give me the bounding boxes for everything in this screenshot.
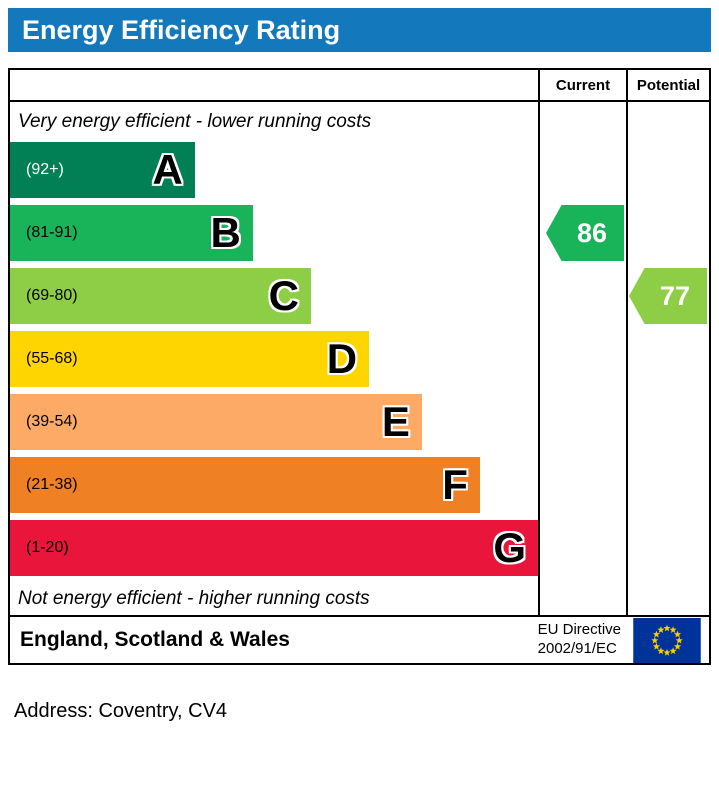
current-rating-arrow: 86 <box>546 205 624 261</box>
band-a: (92+) A <box>10 142 538 205</box>
band-e: (39-54) E <box>10 394 538 457</box>
band-bar: (1-20) G <box>10 520 538 576</box>
eu-directive-line1: EU Directive <box>537 621 621 639</box>
band-bar: (39-54) E <box>10 394 422 450</box>
band-letter: C <box>268 272 299 319</box>
bottom-scale-label: Not energy efficient - higher running co… <box>18 588 370 609</box>
band-letter: A <box>152 146 183 193</box>
band-range-label: (69-80) <box>26 287 78 304</box>
band-letter: B <box>210 209 241 256</box>
bands: (92+) A (81-91) B (69-80) C (55-68) D (39-54) E (2… <box>10 142 538 583</box>
band-letter: E <box>381 398 410 445</box>
energy-rating-table: Current Potential Very energy efficient … <box>8 68 711 665</box>
potential-column-body: 77 <box>626 102 709 615</box>
current-rating-value: 86 <box>576 217 608 248</box>
band-range-label: (39-54) <box>26 413 78 430</box>
band-range-label: (55-68) <box>26 350 78 367</box>
band-b: (81-91) B <box>10 205 538 268</box>
band-range-label: (21-38) <box>26 476 78 493</box>
potential-rating-value: 77 <box>659 280 691 311</box>
eu-flag-icon <box>633 617 701 663</box>
header-spacer <box>10 70 538 102</box>
band-d: (55-68) D <box>10 331 538 394</box>
bands-area: Very energy efficient - lower running co… <box>10 102 538 615</box>
band-bar: (21-38) F <box>10 457 480 513</box>
current-column-body: 86 <box>538 102 626 615</box>
band-letter: D <box>326 335 358 382</box>
top-scale-label: Very energy efficient - lower running co… <box>18 111 372 132</box>
potential-rating-arrow: 77 <box>629 268 707 324</box>
band-letter: F <box>442 461 468 508</box>
band-bar: (81-91) B <box>10 205 253 261</box>
page-title: Energy Efficiency Rating <box>8 8 711 52</box>
band-range-label: (81-91) <box>26 224 78 241</box>
band-letter: G <box>493 524 526 571</box>
current-column-header: Current <box>538 70 626 102</box>
table-footer: England, Scotland & Wales EU Directive 2… <box>10 615 709 663</box>
band-bar: (55-68) D <box>10 331 370 387</box>
band-range-label: (92+) <box>26 161 64 178</box>
band-c: (69-80) C <box>10 268 538 331</box>
potential-column-header: Potential <box>626 70 709 102</box>
region-label: England, Scotland & Wales <box>20 628 290 651</box>
address-line: Address: Coventry, CV4 <box>14 700 228 722</box>
band-f: (21-38) F <box>10 457 538 520</box>
band-g: (1-20) G <box>10 520 538 583</box>
band-bar: (92+) A <box>10 142 195 198</box>
eu-directive-label: EU Directive 2002/91/EC <box>538 621 621 659</box>
band-bar: (69-80) C <box>10 268 311 324</box>
band-range-label: (1-20) <box>26 539 69 556</box>
eu-directive-line2: 2002/91/EC <box>537 640 617 657</box>
